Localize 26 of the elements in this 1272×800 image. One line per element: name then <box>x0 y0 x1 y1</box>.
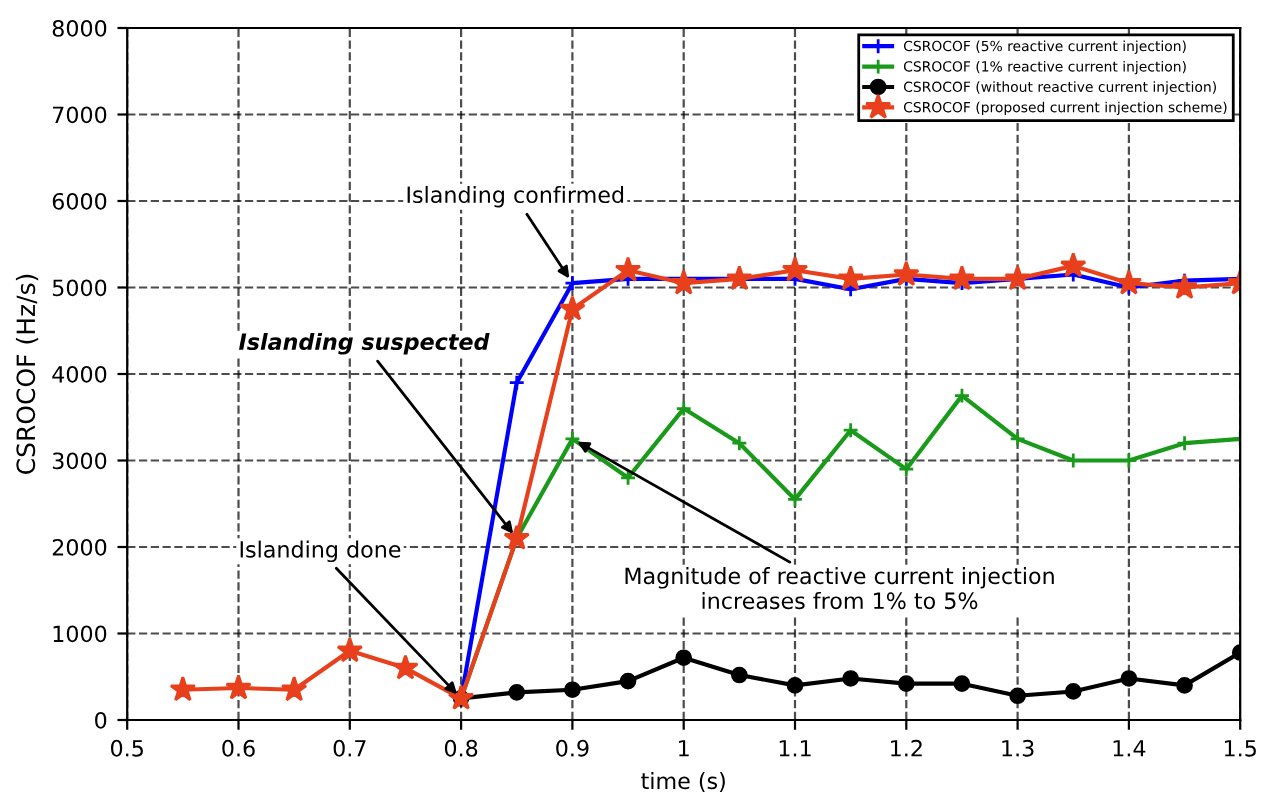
x-tick-label: 1.2 <box>891 739 922 757</box>
annotation: Islanding confirmed <box>407 185 624 208</box>
y-tick-label: 8000 <box>52 19 107 37</box>
annotation: Magnitude of reactive current injection increases from 1% to 5% <box>625 567 1054 610</box>
y-tick-label: 6000 <box>52 192 107 210</box>
x-tick-label: 1.4 <box>1113 740 1146 757</box>
y-tick-label: 7000 <box>53 106 107 124</box>
x-tick-label: 0.6 <box>222 739 255 757</box>
annotation: Islanding done <box>240 540 401 563</box>
y-tick-label: 3000 <box>52 452 107 470</box>
x-tick-label: 0.9 <box>556 739 589 757</box>
y-tick-label: 1000 <box>53 625 107 643</box>
x-tick-label: 1.1 <box>779 740 811 757</box>
annotation: Islanding suspected <box>238 332 490 355</box>
x-tick-label: 1.3 <box>1002 739 1034 757</box>
x-tick-label: 1.5 <box>1224 740 1256 757</box>
y-axis-title: CSROCOF (Hz/s) <box>15 274 39 474</box>
x-tick-label: 0.7 <box>333 739 366 757</box>
y-tick-label: 4000 <box>52 365 107 383</box>
y-tick-label: 0 <box>95 711 107 729</box>
y-tick-label: 5000 <box>52 279 107 297</box>
x-tick-label: 0.8 <box>444 739 478 757</box>
x-tick-label: 0.5 <box>111 739 143 757</box>
x-tick-label: 1 <box>679 740 689 757</box>
x-axis-title: time (s) <box>641 772 725 792</box>
y-tick-label: 2000 <box>52 538 107 556</box>
